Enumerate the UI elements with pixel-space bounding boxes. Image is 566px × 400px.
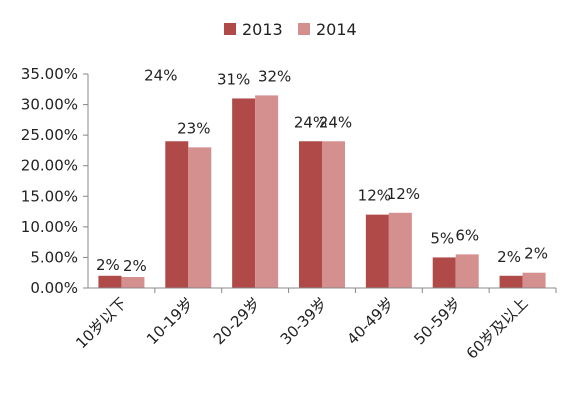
y-tick-label: 15.00% — [21, 187, 78, 205]
data-label-2013-6: 2% — [497, 248, 521, 266]
legend-swatch-2014 — [298, 23, 310, 35]
data-label-2014-0: 2% — [123, 257, 147, 275]
data-label-2013-0: 2% — [96, 256, 120, 274]
x-axis: 10岁以下 10-19岁 20-29岁 30-39岁 40-49岁 50-59岁60岁及以… — [72, 287, 557, 363]
y-tick-label: 5.00% — [30, 248, 78, 266]
data-label-2013-4: 12% — [358, 187, 391, 205]
bar-2013-6 — [499, 275, 523, 288]
data-label-2013-3: 24% — [294, 113, 327, 131]
bar-2014-1 — [188, 147, 212, 288]
y-tick-label: 30.00% — [21, 96, 78, 114]
data-labels: 2% 2%24%23%31% 32%24%24%12%12%5% 6%2% 2% — [96, 66, 548, 275]
x-category-label: 10-19岁 — [143, 294, 197, 348]
bar-2014-6 — [522, 272, 546, 288]
x-category-label: 30-39岁 — [277, 294, 331, 348]
data-label-2014-3: 24% — [319, 113, 352, 131]
legend-swatch-2013 — [224, 23, 236, 35]
y-tick-label: 35.00% — [21, 65, 78, 83]
bar-2014-3 — [322, 141, 345, 288]
data-label-2014-4: 12% — [387, 185, 420, 203]
bar-2013-2 — [232, 98, 256, 288]
bar-2014-0 — [121, 276, 145, 288]
bar-2013-0 — [98, 275, 122, 288]
bar-2013-5 — [432, 257, 456, 288]
bar-2013-4 — [365, 214, 389, 288]
bars — [98, 95, 546, 289]
legend-label-2014: 2014 — [316, 20, 357, 39]
y-tick-label: 0.00% — [30, 279, 78, 297]
x-category-label: 50-59岁 — [410, 294, 464, 348]
data-label-2014-5: 6% — [455, 226, 479, 244]
bar-2014-4 — [388, 212, 412, 288]
data-label-2013-1: 24% — [144, 66, 177, 84]
data-label-2014-2: 32% — [258, 67, 291, 85]
y-tick-label: 25.00% — [21, 126, 78, 144]
data-label-2013-5: 5% — [430, 229, 454, 247]
bar-2014-2 — [255, 95, 279, 289]
legend-label-2013: 2013 — [242, 20, 283, 39]
bar-2013-1 — [165, 141, 189, 288]
bar-2013-3 — [299, 141, 322, 288]
data-label-2013-2: 31% — [217, 70, 250, 88]
x-category-label: 60岁及以上 — [463, 294, 532, 363]
x-category-label: 20-29岁 — [210, 294, 264, 348]
y-tick-label: 10.00% — [21, 218, 78, 236]
bar-2014-5 — [455, 254, 479, 288]
y-axis: 0.00% 5.00% 10.00% 15.00% 20.00% 25.00% 30.00%… — [21, 65, 89, 297]
data-label-2014-1: 23% — [177, 119, 210, 137]
data-label-2014-6: 2% — [524, 245, 548, 263]
x-category-label: 10岁以下 — [72, 294, 130, 352]
legend: 2013 2014 — [224, 20, 357, 39]
y-tick-label: 20.00% — [21, 157, 78, 175]
x-category-label: 40-49岁 — [344, 294, 398, 348]
